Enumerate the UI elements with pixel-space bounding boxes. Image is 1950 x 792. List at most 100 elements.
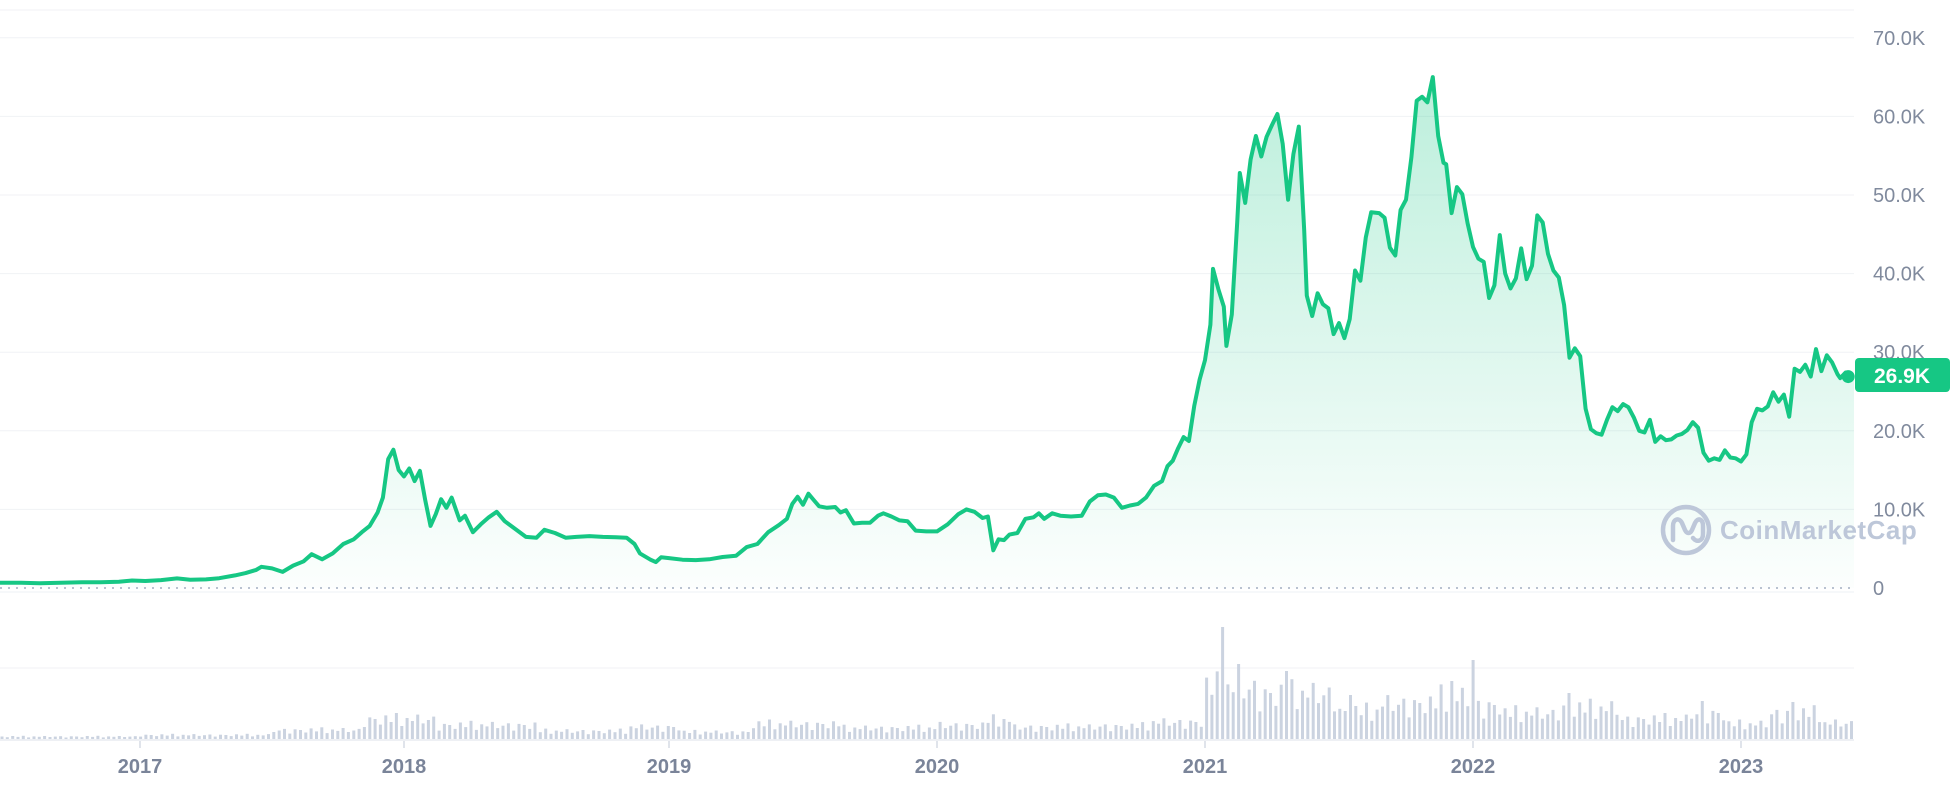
y-axis-label-60.0K: 60.0K: [1873, 106, 1926, 128]
volume-bar: [315, 731, 318, 739]
volume-bar: [1119, 726, 1123, 739]
volume-bar: [1087, 724, 1091, 739]
volume-bar: [416, 714, 420, 739]
volume-bar: [21, 735, 25, 740]
volume-bar: [331, 729, 334, 739]
volume-bar: [1738, 719, 1742, 739]
volume-bar: [1189, 720, 1193, 739]
volume-bar: [613, 732, 617, 739]
volume-bar: [1045, 727, 1049, 739]
volume-bar: [656, 725, 660, 739]
volume-bar: [757, 721, 761, 739]
volume-bar: [842, 724, 846, 739]
volume-bar: [1301, 690, 1304, 739]
volume-bar: [1684, 714, 1688, 739]
volume-bar: [1844, 723, 1848, 739]
volume-bar: [1428, 696, 1432, 739]
volume-bar: [192, 734, 196, 739]
volume-bar: [1636, 717, 1640, 739]
volume-bar: [1658, 722, 1662, 739]
volume-bar: [1103, 724, 1107, 739]
volume-bar: [1023, 727, 1027, 739]
volume-bar: [1807, 716, 1811, 739]
volume-bar: [1247, 689, 1251, 739]
volume-bar: [1594, 718, 1598, 740]
volume-bar: [1066, 723, 1070, 739]
volume-bar: [1039, 726, 1043, 739]
volume-bar: [528, 728, 532, 739]
volume-bar: [650, 727, 654, 739]
volume-bar: [245, 733, 249, 739]
volume-bar: [895, 728, 899, 739]
volume-bar: [155, 736, 159, 739]
volume-bar: [1226, 684, 1230, 739]
volume-bar: [1503, 708, 1507, 739]
x-axis-label-2019: 2019: [647, 756, 692, 778]
volume-bar: [560, 731, 564, 739]
volume-bar: [1354, 706, 1358, 739]
volume-bar: [1098, 726, 1102, 739]
volume-bar: [538, 732, 542, 739]
volume-bar: [1599, 706, 1603, 740]
volume-bar: [352, 730, 356, 739]
volume-bar: [421, 723, 425, 739]
volume-bar: [1402, 698, 1406, 739]
volume-bar: [123, 737, 127, 739]
volume-bar: [357, 728, 361, 739]
volume-bar: [288, 733, 292, 739]
volume-bar: [1237, 664, 1241, 739]
volume-bar: [768, 719, 771, 739]
volume-bar: [864, 725, 867, 739]
volume-bar: [911, 729, 915, 739]
volume-bar: [1775, 709, 1779, 739]
volume-bar: [1349, 695, 1352, 739]
volume-bar: [171, 733, 175, 739]
volume-bar: [1146, 730, 1150, 739]
volume-bar: [277, 730, 281, 739]
volume-bar: [661, 731, 665, 739]
volume-bar: [261, 735, 265, 739]
volume-bar: [410, 721, 414, 739]
volume-bar: [810, 730, 814, 739]
volume-bar: [1194, 722, 1198, 739]
volume-bar: [1423, 713, 1427, 739]
volume-bar: [874, 728, 878, 739]
y-axis-label-50.0K: 50.0K: [1873, 185, 1926, 207]
volume-bar: [1551, 709, 1555, 739]
volume-bar: [800, 724, 803, 740]
volume-bar: [592, 730, 596, 739]
volume-bar: [458, 722, 462, 739]
volume-bar: [837, 726, 841, 740]
volume-bar: [1754, 725, 1758, 739]
volume-bar: [901, 731, 905, 739]
volume-bar: [997, 726, 1001, 739]
last-price-dot: [1841, 370, 1855, 384]
volume-bar: [1674, 718, 1678, 739]
volume-bar: [1007, 721, 1011, 739]
volume-bar: [37, 736, 41, 740]
volume-bar: [1306, 697, 1310, 739]
volume-bar: [927, 727, 931, 740]
volume-bar: [1125, 729, 1129, 739]
volume-bar: [203, 735, 206, 739]
x-axis-label-2017: 2017: [118, 756, 163, 778]
volume-bar: [107, 736, 111, 739]
volume-bar: [139, 736, 143, 739]
coinmarketcap-logo-m: [1670, 517, 1706, 543]
volume-bar: [117, 736, 121, 739]
volume-bar: [224, 735, 228, 739]
gridlines: [0, 9, 1854, 748]
volume-bar: [16, 736, 20, 739]
volume-bar: [1397, 704, 1400, 739]
volume-bar: [1764, 727, 1768, 739]
volume-bar: [1802, 708, 1805, 739]
volume-bar: [1055, 724, 1059, 739]
volume-bar: [1381, 706, 1384, 739]
volume-bar: [954, 723, 958, 739]
volume-bar: [949, 725, 953, 739]
volume-bar: [299, 730, 302, 739]
x-axis-label-2020: 2020: [915, 756, 960, 778]
volume-bar: [32, 736, 36, 739]
volume-bar: [304, 732, 308, 739]
